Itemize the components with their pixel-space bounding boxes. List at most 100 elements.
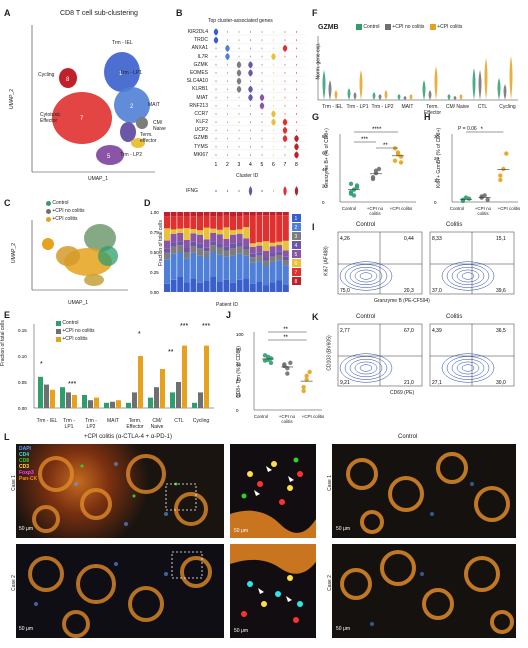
- d-legend-swatch: [292, 259, 301, 267]
- scatter-ytick: 60: [322, 151, 328, 156]
- violin-mark: [295, 63, 298, 66]
- violin-mark: [271, 53, 276, 61]
- violin-mark: [238, 153, 240, 157]
- cluster-fraction-stacked-bars: 0.00 0.25 0.50 0.75 1.00 1 2 3 4 5 6 7 8: [150, 210, 301, 295]
- gene-label: TYMS: [194, 143, 208, 150]
- violin-mark: [261, 88, 263, 91]
- stack-segment: [236, 229, 243, 234]
- f-category: Trm - LP1: [346, 104, 369, 110]
- stack-segment: [216, 247, 223, 255]
- svg-text:8: 8: [66, 77, 70, 83]
- c-legend-cpi-colitis: +CPI colitis: [52, 215, 78, 222]
- violin-mark: [248, 94, 253, 102]
- violin-mark: [261, 30, 263, 34]
- panel-i-ylabel: Ki67 (AF488): [323, 246, 330, 276]
- violin-mark: [215, 63, 217, 66]
- d-legend-id: 8: [295, 279, 298, 285]
- violin-mark: [249, 39, 252, 42]
- panel-b-label: B: [176, 8, 183, 18]
- panel-b-xlabel: Cluster ID: [236, 173, 259, 179]
- gzmb-violin: [503, 84, 507, 100]
- stack-segment: [177, 212, 184, 217]
- e-category: Cycling: [192, 418, 210, 424]
- violin-mark: [284, 80, 286, 83]
- stack-segment: [170, 212, 177, 217]
- stack-segment: [210, 277, 217, 292]
- scatter-point: [282, 363, 287, 369]
- e-ytick: 0.10: [18, 354, 27, 359]
- ifng-violin-mark: [248, 186, 253, 196]
- stack-segment: [183, 282, 190, 292]
- violin-mark: [215, 80, 217, 83]
- e-legend-cpi-colitis: +CPI colitis: [62, 335, 88, 342]
- e-bar: [66, 392, 71, 408]
- violin-mark: [238, 30, 240, 34]
- violin-mark: [215, 121, 217, 124]
- stack-segment: [164, 212, 170, 217]
- violin-mark: [282, 126, 288, 134]
- panel-c-label: C: [4, 198, 11, 208]
- flow-contour: [461, 364, 475, 372]
- case2-label-left: Case 2: [10, 575, 17, 591]
- f-category: Term. Effector: [423, 104, 442, 116]
- stack-segment: [256, 281, 263, 292]
- scatter-point: [460, 198, 466, 204]
- stack-segment: [249, 243, 256, 247]
- e-ytick: 0.00: [18, 406, 27, 411]
- stack-segment: [177, 241, 184, 246]
- scatter-point: [268, 360, 274, 366]
- f-category: Cycling: [499, 104, 516, 110]
- group-label: +CPI colitis: [301, 414, 325, 419]
- scalebar-5: 50 μm: [336, 526, 350, 532]
- scatter-ytick: 0: [322, 200, 325, 205]
- e-sig: ***: [180, 323, 188, 330]
- quadrant-value: 75,0: [340, 288, 350, 294]
- stack-segment: [164, 216, 170, 229]
- violin-mark: [215, 55, 217, 58]
- panel-a-xlabel: UMAP_1: [88, 176, 109, 182]
- scatter-ytick: 80: [322, 134, 328, 139]
- stack-segment: [216, 216, 223, 230]
- e-bar: [198, 392, 203, 408]
- panel-h-ylabel: Ki67+ GzmB+ (% of CD8+): [436, 127, 442, 188]
- flow-contour: [339, 261, 393, 291]
- e-sig: ***: [68, 381, 76, 388]
- gene-label: UCP2: [194, 127, 208, 134]
- stack-segment: [183, 216, 190, 228]
- e-bar: [204, 345, 209, 408]
- stack-segment: [282, 215, 289, 241]
- stack-segment: [269, 261, 276, 283]
- violin-mark: [282, 118, 288, 126]
- violin-mark: [284, 145, 286, 148]
- stack-segment: [236, 216, 243, 230]
- svg-text:2: 2: [130, 104, 134, 110]
- gzmb-violin: [347, 88, 351, 100]
- group-label: Control: [253, 414, 269, 419]
- gene-label: MIAT: [196, 94, 208, 101]
- quadrant-value: 37,0: [432, 288, 442, 294]
- quadrant-value: 4,26: [340, 236, 350, 242]
- d-legend-swatch: [292, 223, 301, 231]
- violin-mark: [213, 28, 219, 36]
- group-label: +CPI no colitis: [474, 206, 492, 216]
- cluster-tick: 7: [284, 162, 287, 168]
- violin-mark: [215, 153, 217, 157]
- violin-mark: [249, 129, 252, 132]
- gzmb-violin-plot: [317, 36, 518, 101]
- stack-segment: [263, 212, 269, 216]
- stack-segment: [230, 230, 236, 235]
- scatter-point: [485, 197, 490, 202]
- flow-contour: [359, 272, 373, 280]
- e-bar: [132, 392, 137, 408]
- violin-mark: [272, 80, 275, 83]
- scatter-ytick: 0: [434, 200, 437, 205]
- panel-f-categories: Trm - IEL Trm - LP1 Trm - LP2 MAIT Term. Eff…: [320, 104, 520, 122]
- violin-mark: [284, 104, 286, 107]
- stack-segment: [243, 238, 250, 246]
- violin-mark: [215, 137, 217, 140]
- stack-segment: [203, 251, 210, 258]
- scalebar-4: 50 μm: [234, 628, 248, 634]
- cluster-tick: 6: [272, 162, 275, 168]
- flow-contour: [451, 358, 485, 378]
- stack-segment: [256, 245, 263, 253]
